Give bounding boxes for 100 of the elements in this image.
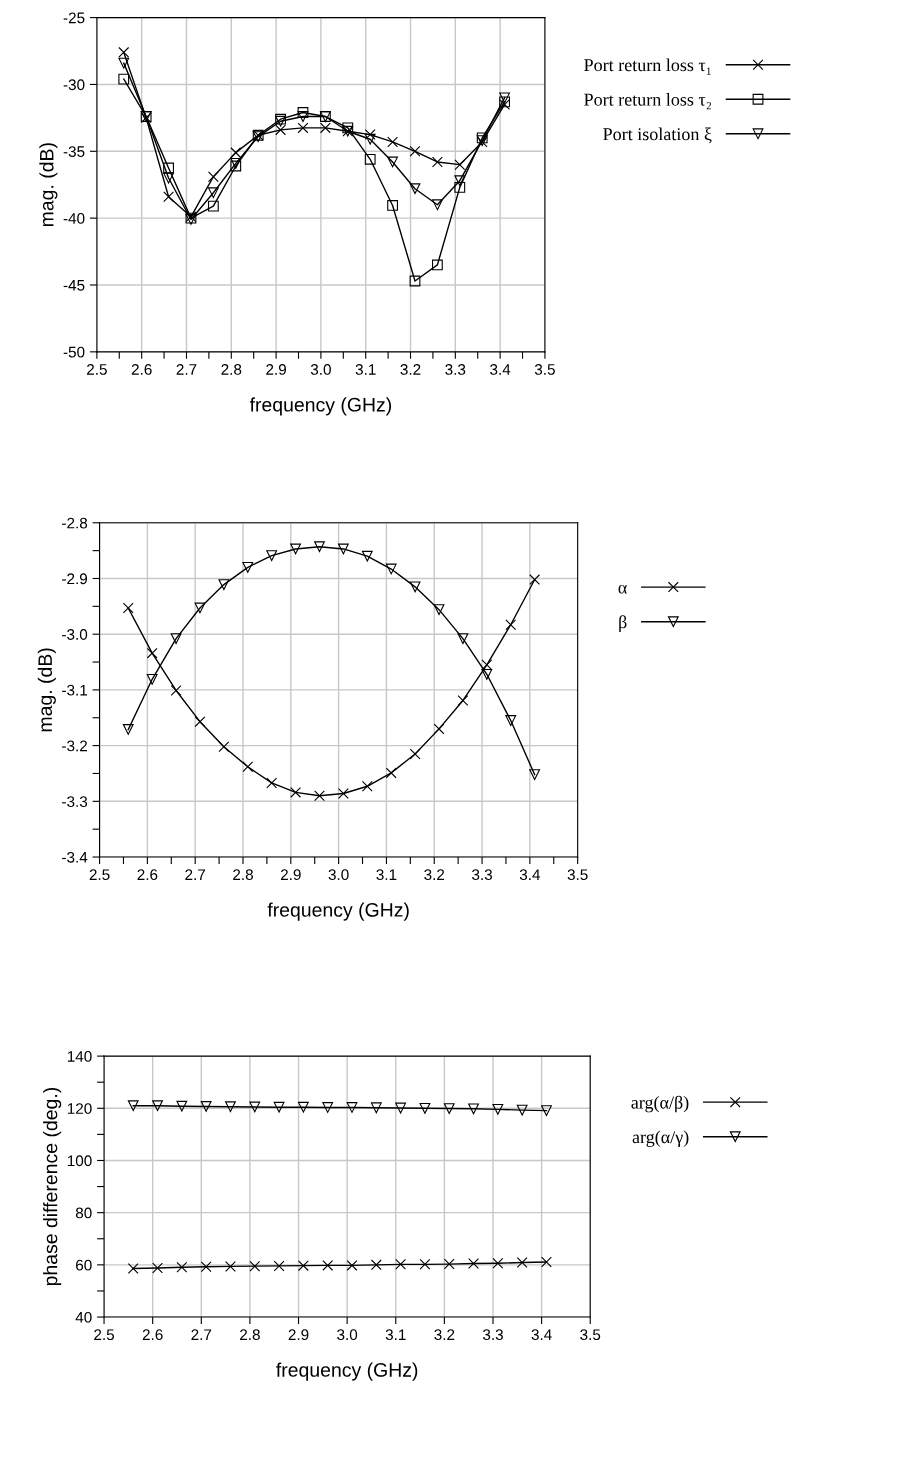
point — [118, 57, 130, 69]
point — [395, 1258, 407, 1270]
point — [266, 777, 278, 789]
x-tick-label: 3.2 — [434, 1329, 455, 1341]
legend-label: β — [619, 615, 627, 632]
point — [395, 1102, 407, 1114]
y-tick-label: -2.8 — [62, 517, 88, 529]
x-tick-label: 2.5 — [94, 1329, 115, 1341]
x-tick-label: 3.3 — [472, 869, 492, 881]
point — [127, 1100, 139, 1112]
x-tick-label: 2.6 — [131, 364, 152, 375]
x-tick-label: 2.9 — [280, 869, 301, 881]
point — [370, 1259, 382, 1271]
y-tick-label: -3.4 — [62, 851, 88, 863]
point — [505, 715, 517, 726]
point — [433, 604, 445, 616]
x-tick-label: 2.9 — [288, 1329, 309, 1341]
point — [249, 1101, 261, 1113]
x-axis-title: frequency (GHz) — [276, 1362, 418, 1381]
point — [297, 122, 309, 134]
y-tick-label: 40 — [75, 1311, 92, 1323]
y-tick-label: -3.0 — [62, 629, 88, 640]
point — [409, 275, 421, 287]
point — [541, 1105, 552, 1117]
point — [194, 716, 206, 728]
point — [297, 111, 309, 122]
point — [275, 124, 286, 136]
x-tick-label: 3.0 — [310, 364, 331, 375]
point — [242, 561, 254, 573]
point — [207, 187, 219, 199]
x-tick-label: 3.1 — [355, 364, 376, 375]
point — [454, 181, 466, 193]
point — [481, 668, 493, 680]
point — [290, 786, 302, 798]
point — [146, 673, 158, 685]
x-tick-label: 3.1 — [385, 1329, 406, 1341]
point — [176, 1261, 188, 1273]
point — [127, 1263, 139, 1274]
x-tick-label: 3.3 — [445, 364, 466, 375]
point — [297, 107, 309, 118]
point — [476, 132, 488, 144]
point — [218, 741, 230, 753]
x-tick-label: 3.2 — [400, 364, 421, 375]
x-tick-label: 2.8 — [233, 869, 253, 881]
y-tick-label: 60 — [76, 1259, 92, 1271]
point — [419, 1258, 431, 1270]
point — [457, 633, 469, 645]
point — [273, 1260, 285, 1272]
x-tick-label: 2.6 — [137, 869, 158, 881]
point — [431, 199, 443, 211]
point — [516, 1104, 528, 1116]
x-tick-label: 3.1 — [376, 869, 397, 881]
x-tick-label: 3.4 — [519, 869, 541, 881]
point — [163, 172, 174, 184]
y-tick-label: -30 — [63, 79, 85, 91]
point — [387, 200, 399, 211]
point — [409, 183, 421, 195]
x-tick-label: 3.4 — [531, 1329, 552, 1341]
point — [118, 73, 130, 85]
x-axis-title: frequency (GHz) — [267, 902, 409, 921]
legend-label: arg(α/β) — [631, 1095, 689, 1113]
x-tick-label: 2.8 — [240, 1329, 260, 1341]
y-tick-label: 80 — [75, 1207, 92, 1219]
point — [290, 543, 302, 555]
point — [176, 1100, 188, 1112]
point — [468, 1103, 479, 1115]
legend-label: α — [618, 584, 627, 594]
point — [419, 1102, 431, 1114]
point — [194, 602, 206, 614]
point — [249, 1260, 261, 1272]
point — [361, 780, 373, 792]
point — [361, 550, 373, 562]
x-tick-label: 3.3 — [482, 1329, 503, 1341]
x-tick-label: 2.7 — [176, 364, 197, 375]
x-tick-label: 2.5 — [87, 364, 107, 375]
point — [409, 748, 421, 760]
point — [364, 129, 376, 140]
point — [337, 788, 349, 799]
x-tick-label: 3.5 — [534, 364, 555, 375]
point — [431, 156, 443, 168]
point — [200, 1261, 212, 1273]
point — [387, 136, 399, 148]
x-tick-label: 3.5 — [567, 869, 588, 881]
y-tick-label: 100 — [67, 1155, 92, 1167]
x-tick-label: 2.9 — [266, 364, 286, 375]
x-tick-label: 3.4 — [490, 364, 511, 375]
point — [314, 790, 325, 802]
point — [118, 46, 130, 58]
legend-label: Port return loss τ₂ — [584, 93, 711, 110]
legend-label: Port return loss τ₁ — [584, 58, 711, 75]
point — [152, 1100, 163, 1112]
legend-label: arg(α/γ) — [632, 1130, 689, 1147]
point — [364, 133, 376, 145]
point — [443, 1258, 455, 1270]
y-axis-title: mag. (dB) — [37, 648, 56, 732]
y-tick-label: -3.2 — [62, 740, 87, 752]
point — [319, 122, 331, 134]
point — [468, 1258, 479, 1269]
point — [505, 619, 517, 631]
legend-label: Port isolation ξ — [603, 127, 712, 144]
